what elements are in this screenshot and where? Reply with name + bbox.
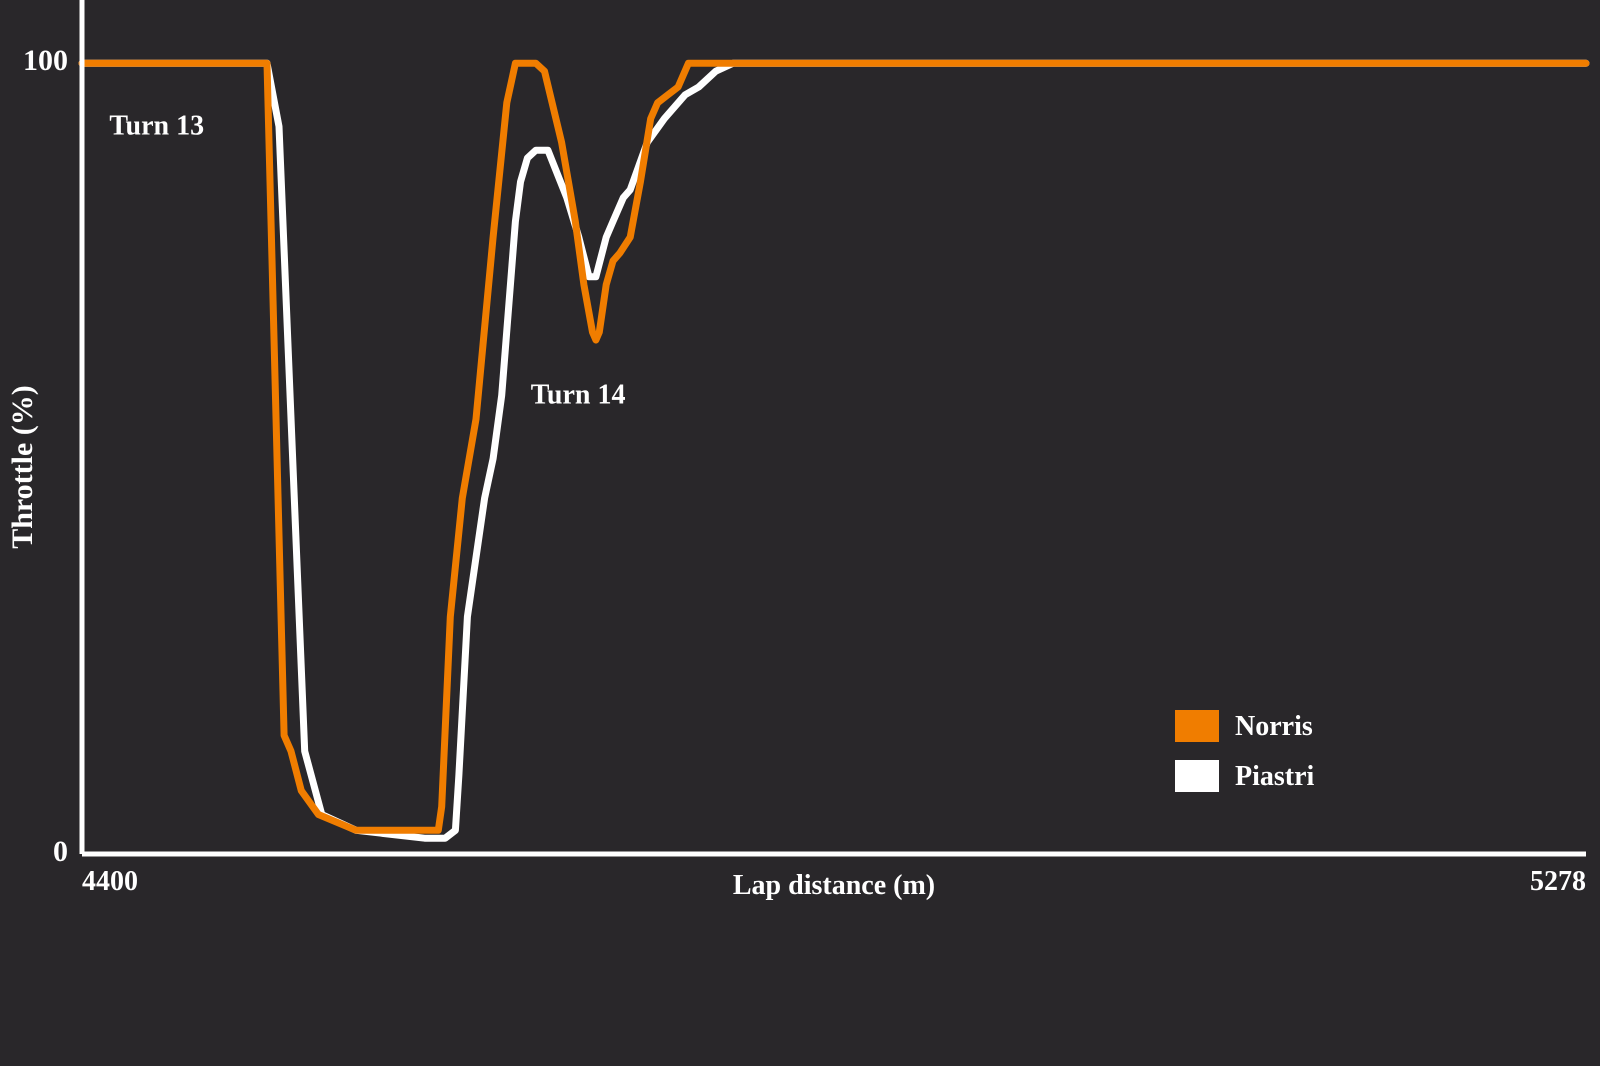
- y-tick-label: 100: [23, 44, 68, 77]
- throttle-line-chart: 0 100 4400 5278 Lap distance (m) Throttle (%)…: [0, 0, 1600, 1066]
- legend-swatch: [1175, 760, 1219, 792]
- chart-background: [0, 0, 1600, 1066]
- legend-swatch: [1175, 710, 1219, 742]
- x-tick-label: 5278: [1530, 866, 1586, 897]
- annotation-label: Turn 13: [109, 110, 204, 141]
- y-tick-label: 0: [53, 835, 68, 868]
- legend-label: Piastri: [1235, 761, 1315, 792]
- annotation-label: Turn 14: [531, 379, 626, 410]
- legend-label: Norris: [1235, 711, 1313, 742]
- x-tick-label: 4400: [82, 866, 138, 897]
- chart-container: 0 100 4400 5278 Lap distance (m) Throttle (%)…: [0, 0, 1600, 1066]
- x-axis-label: Lap distance (m): [733, 870, 935, 901]
- y-axis-label: Throttle (%): [6, 385, 39, 549]
